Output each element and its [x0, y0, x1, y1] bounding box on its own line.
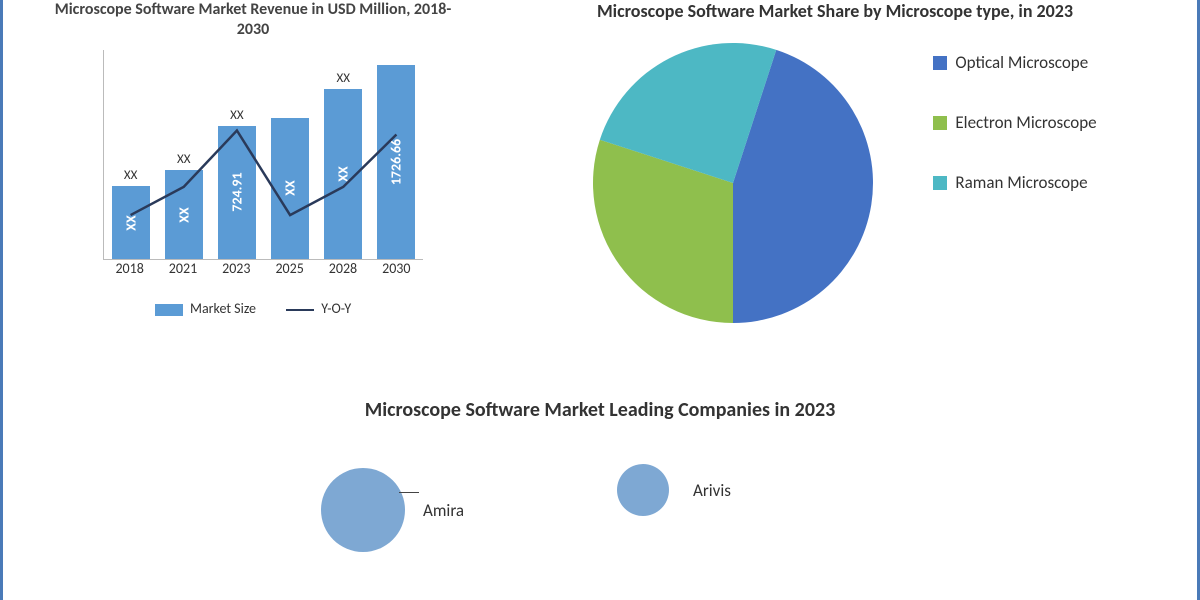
company-leader-line	[399, 492, 419, 493]
pie-chart-title: Microscope Software Market Share by Micr…	[597, 0, 1073, 23]
bar-legend-market-size-label: Market Size	[190, 300, 256, 317]
bar-value-label: XX	[175, 207, 192, 222]
bar-chart-legend: Market Size Y-O-Y	[155, 300, 351, 317]
pie-legend-swatch	[933, 56, 947, 70]
bar-chart-plot-area: XX XX XX XX 724.91 XX XX XX XX 1726.66	[103, 50, 423, 260]
bar-x-label: 2021	[163, 260, 203, 290]
bar-top-label: XX	[124, 168, 138, 183]
bar-slot: XX	[270, 50, 310, 259]
bar: XXXX	[112, 186, 150, 259]
pie-chart-panel: Microscope Software Market Share by Micr…	[453, 0, 1177, 380]
bar-x-label: 2025	[270, 260, 310, 290]
bar-slot: 1726.66	[376, 50, 416, 259]
pie-legend-item: Raman Microscope	[933, 173, 1096, 193]
top-row: Microscope Software Market Revenue in US…	[3, 0, 1197, 380]
pie-chart-svg	[573, 33, 893, 333]
bar-top-label: XX	[230, 108, 244, 123]
company-label: Amira	[423, 500, 464, 521]
companies-title: Microscope Software Market Leading Compa…	[3, 398, 1197, 422]
company-bubble	[321, 468, 405, 552]
bar-slot: XX XX	[111, 50, 151, 259]
bar-legend-line-swatch	[286, 309, 314, 311]
bar: XXXX	[165, 170, 203, 259]
pie-legend-item: Optical Microscope	[933, 53, 1096, 73]
pie-legend-item: Electron Microscope	[933, 113, 1096, 133]
bar-slot: 724.91 XX	[217, 50, 257, 259]
bar: 724.91XX	[218, 126, 256, 259]
bar-legend-market-size: Market Size	[155, 300, 256, 317]
bar-x-label: 2030	[376, 260, 416, 290]
bar-value-label: 724.91	[228, 173, 245, 212]
pie-legend-label: Optical Microscope	[955, 53, 1088, 73]
bar: XXXX	[324, 89, 362, 259]
pie-legend-swatch	[933, 116, 947, 130]
pie-chart-legend: Optical Microscope Electron Microscope Ram…	[933, 33, 1096, 194]
bar-x-label: 2023	[216, 260, 256, 290]
bar-value-label: XX	[122, 215, 139, 230]
company-bubble	[617, 464, 669, 516]
pie-chart-row: Optical Microscope Electron Microscope Ram…	[573, 33, 1096, 333]
bar-x-label: 2028	[323, 260, 363, 290]
bar-legend-yoy: Y-O-Y	[286, 300, 351, 317]
bar-chart-panel: Microscope Software Market Revenue in US…	[53, 0, 453, 380]
bar-top-label: XX	[177, 152, 191, 167]
bar-legend-swatch	[155, 304, 183, 316]
company-label: Arivis	[693, 480, 731, 501]
bar-slot: XX XX	[323, 50, 363, 259]
bar-x-label: 2018	[110, 260, 150, 290]
bar-chart-plot: XXXXXXXX724.91XXXXXXXX1726.66 2018202120…	[73, 50, 433, 290]
bar-top-label: XX	[336, 71, 350, 86]
bar-chart-bars: XX XX XX XX 724.91 XX XX XX XX 1726.66	[104, 50, 423, 259]
bar-legend-yoy-label: Y-O-Y	[321, 300, 351, 317]
bar-value-label: XX	[335, 166, 352, 181]
bar-value-label: 1726.66	[388, 139, 405, 185]
companies-bubbles: Amira Arivis	[3, 442, 1197, 582]
bar-value-label: XX	[282, 181, 299, 196]
bar-chart-title: Microscope Software Market Revenue in US…	[53, 0, 453, 40]
pie-legend-label: Electron Microscope	[955, 113, 1096, 133]
bar: XX	[271, 118, 309, 259]
bar: 1726.66	[377, 65, 415, 259]
pie-legend-label: Raman Microscope	[955, 173, 1087, 193]
pie-legend-swatch	[933, 176, 947, 190]
bar-chart-x-labels: 2018 2021 2023 2025 2028 2030	[103, 260, 423, 290]
bar-slot: XX XX	[164, 50, 204, 259]
